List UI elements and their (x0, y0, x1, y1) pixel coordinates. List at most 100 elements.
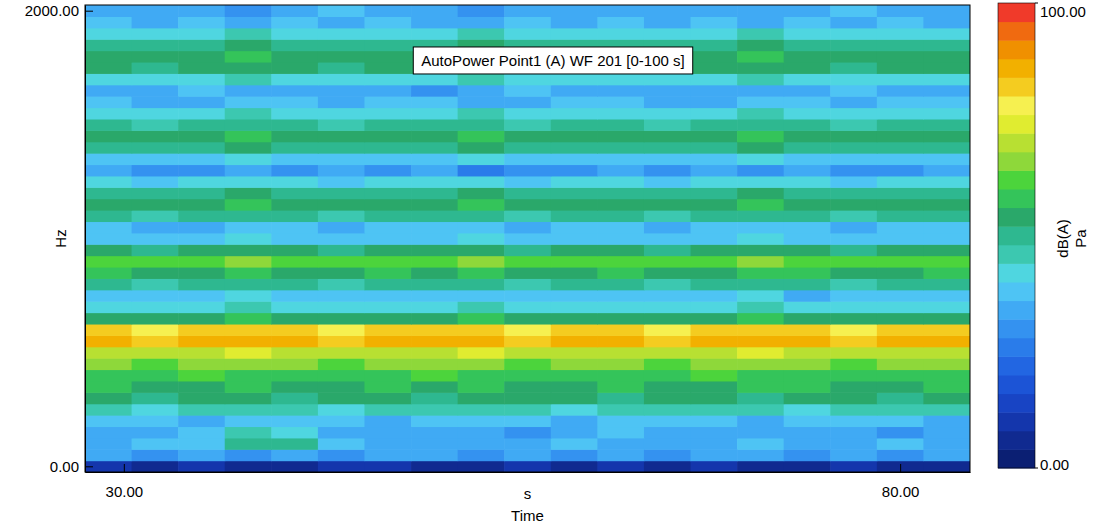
cell (178, 233, 225, 245)
cell (784, 233, 831, 245)
cell (830, 290, 877, 302)
cell (318, 176, 365, 188)
cell (132, 153, 179, 165)
cell (504, 210, 551, 222)
cell (644, 130, 691, 142)
cell (923, 426, 970, 438)
cell (411, 153, 458, 165)
cell (830, 108, 877, 120)
cell (737, 438, 784, 450)
cell (644, 5, 691, 17)
colorbar-swatch (998, 412, 1035, 431)
cell (271, 449, 318, 461)
cell (85, 267, 132, 279)
cell (364, 16, 411, 28)
cell (597, 278, 644, 290)
cell (411, 267, 458, 279)
cell (364, 392, 411, 404)
cell (132, 347, 179, 359)
cell (132, 221, 179, 233)
cell (85, 39, 132, 51)
cell (458, 130, 505, 142)
cell (504, 233, 551, 245)
cell (364, 5, 411, 17)
cell (364, 142, 411, 154)
cell (784, 119, 831, 131)
cell (923, 164, 970, 176)
cell (364, 164, 411, 176)
cell (411, 130, 458, 142)
cell (504, 438, 551, 450)
y-tick: 2000.00 (25, 2, 93, 19)
cell (225, 187, 272, 199)
cell (830, 267, 877, 279)
cell (877, 73, 924, 85)
cell (504, 461, 551, 472)
cell (85, 381, 132, 393)
colorbar-swatch (998, 301, 1035, 320)
cell (504, 73, 551, 85)
cell (830, 324, 877, 336)
cell (644, 176, 691, 188)
cell (271, 28, 318, 40)
cell (504, 426, 551, 438)
cell (923, 28, 970, 40)
cell (364, 187, 411, 199)
cell (85, 313, 132, 325)
colorbar-swatch (998, 263, 1035, 282)
cell (225, 369, 272, 381)
cell (178, 210, 225, 222)
cell (691, 233, 738, 245)
cell (504, 290, 551, 302)
cell (923, 5, 970, 17)
cell (644, 85, 691, 97)
cell (364, 301, 411, 313)
cell (318, 153, 365, 165)
cell (178, 404, 225, 416)
cell (318, 187, 365, 199)
cell (784, 369, 831, 381)
y-tick: 0.00 (50, 458, 93, 475)
cell (85, 210, 132, 222)
cell (225, 176, 272, 188)
cell (551, 324, 598, 336)
cell (411, 449, 458, 461)
cell (364, 324, 411, 336)
cell (830, 16, 877, 28)
cell (830, 449, 877, 461)
cell (271, 335, 318, 347)
cell (132, 73, 179, 85)
cell (85, 16, 132, 28)
cell (644, 404, 691, 416)
cell (830, 85, 877, 97)
cell (178, 5, 225, 17)
cell (178, 73, 225, 85)
cell (784, 324, 831, 336)
cell (923, 221, 970, 233)
cell (458, 449, 505, 461)
cell (644, 381, 691, 393)
cell (877, 210, 924, 222)
colorbar-swatch (998, 133, 1035, 152)
cell (271, 85, 318, 97)
cell (225, 39, 272, 51)
cell (364, 221, 411, 233)
cell (178, 51, 225, 63)
cell (225, 221, 272, 233)
cell (178, 438, 225, 450)
cell (458, 369, 505, 381)
cell (737, 369, 784, 381)
y-tick-mark (85, 11, 93, 12)
cell (178, 119, 225, 131)
cell (830, 119, 877, 131)
cell (877, 244, 924, 256)
cell (132, 199, 179, 211)
cell (597, 324, 644, 336)
cell (132, 5, 179, 17)
cell (877, 187, 924, 199)
cell (178, 369, 225, 381)
cell (225, 267, 272, 279)
cell (644, 369, 691, 381)
x-axis-title: Time (511, 507, 544, 524)
cell (644, 256, 691, 268)
